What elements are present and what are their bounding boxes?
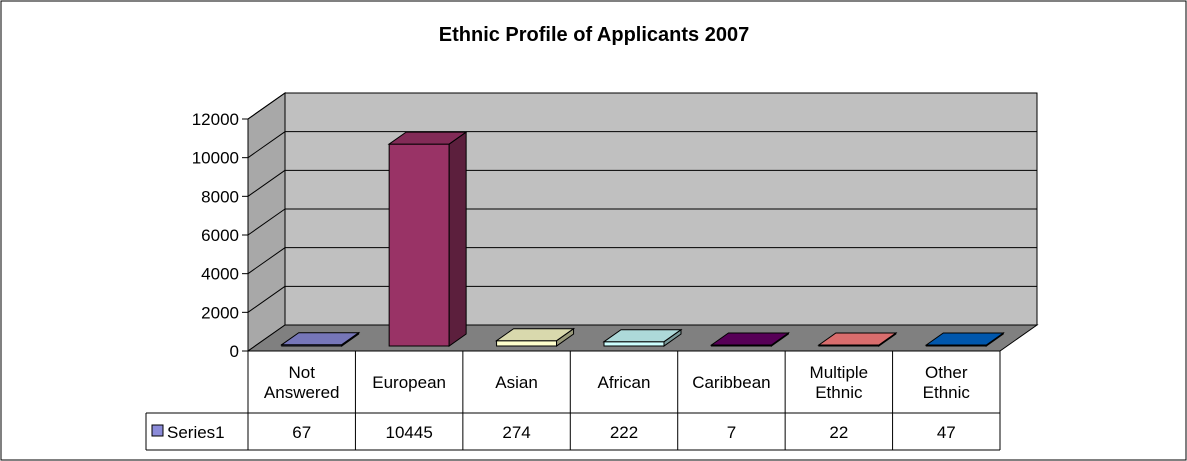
data-value: 22 xyxy=(829,423,848,442)
bar-top xyxy=(817,332,898,346)
bar-top xyxy=(924,332,1005,346)
y-tick-label: 12000 xyxy=(192,110,239,129)
data-value: 47 xyxy=(937,423,956,442)
gridline-side xyxy=(247,208,286,236)
data-value: 67 xyxy=(292,423,311,442)
bar-front xyxy=(496,340,558,347)
chart-title: Ethnic Profile of Applicants 2007 xyxy=(439,24,749,46)
category-label: Ethnic xyxy=(815,383,863,402)
bar-top xyxy=(602,329,683,343)
gridline-side xyxy=(247,169,286,197)
y-tick-label: 0 xyxy=(230,342,239,361)
bar-top xyxy=(280,332,361,346)
data-value: 7 xyxy=(727,423,736,442)
bar-front xyxy=(603,341,665,347)
gridline-side xyxy=(247,247,286,275)
legend-key xyxy=(151,424,164,437)
bar-side xyxy=(448,131,467,347)
category-label: Caribbean xyxy=(692,373,770,392)
data-value: 10445 xyxy=(386,423,433,442)
y-tick-label: 10000 xyxy=(192,149,239,168)
bar-front xyxy=(388,143,450,347)
category-label: Ethnic xyxy=(923,383,971,402)
bar-top xyxy=(709,332,791,346)
gridline-side xyxy=(247,131,286,159)
category-label: Multiple xyxy=(810,363,869,382)
category-label: African xyxy=(598,373,651,392)
data-value: 222 xyxy=(610,423,638,442)
y-tick-label: 2000 xyxy=(201,303,239,322)
bar-top xyxy=(494,328,576,342)
category-label: European xyxy=(372,373,446,392)
category-label: Answered xyxy=(264,383,340,402)
y-tick-label: 8000 xyxy=(201,187,239,206)
data-value: 274 xyxy=(502,423,530,442)
series-name: Series1 xyxy=(167,423,225,442)
gridline-side xyxy=(247,285,286,313)
category-label: Asian xyxy=(495,373,538,392)
category-label: Other xyxy=(925,363,968,382)
gridline-side xyxy=(247,92,286,120)
category-label: Not xyxy=(288,363,315,382)
bar-top xyxy=(387,131,468,145)
y-tick-label: 4000 xyxy=(201,265,239,284)
y-tick-label: 6000 xyxy=(201,226,239,245)
